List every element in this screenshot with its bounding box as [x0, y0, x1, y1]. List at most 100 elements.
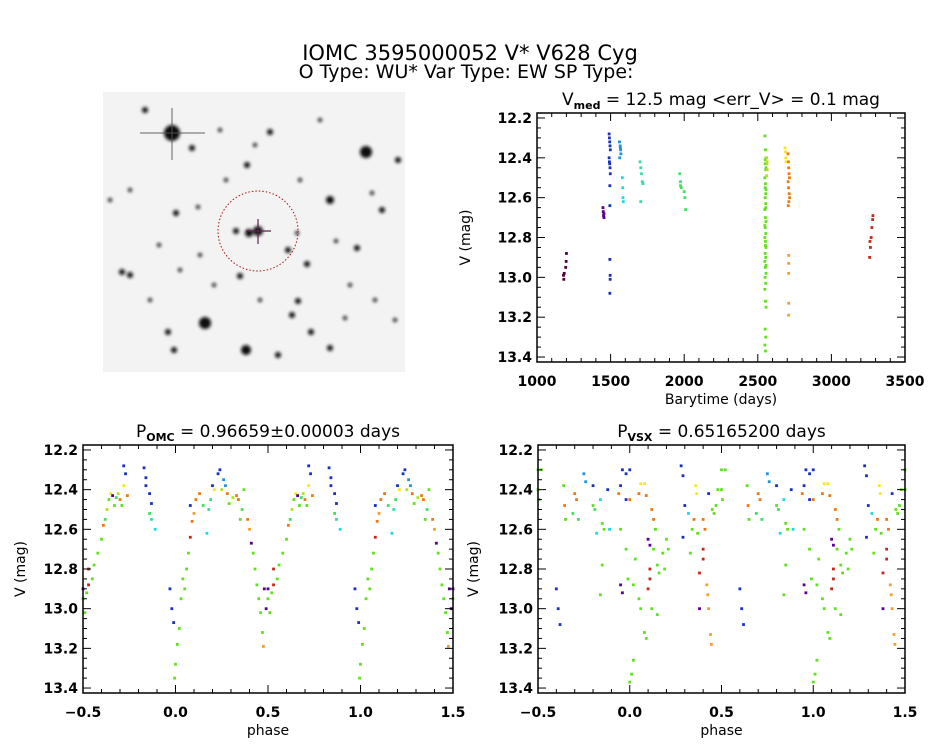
data-point: [366, 577, 370, 581]
data-point: [205, 531, 209, 535]
star: [233, 228, 239, 234]
data-point: [249, 541, 253, 545]
data-point: [764, 271, 768, 275]
y-tick-label: 13.0: [43, 602, 78, 618]
data-point: [787, 160, 790, 164]
data-point: [270, 591, 274, 595]
data-point: [618, 144, 622, 148]
data-point: [248, 527, 251, 531]
data-point: [763, 158, 767, 162]
data-point: [619, 484, 622, 488]
data-point: [681, 474, 685, 478]
star: [196, 205, 200, 209]
data-point: [190, 519, 194, 523]
data-point: [227, 502, 231, 505]
data-point: [111, 494, 114, 497]
data-point: [808, 498, 811, 501]
data-point: [720, 468, 723, 472]
data-point: [764, 216, 767, 219]
data-point: [207, 508, 211, 511]
data-point: [787, 172, 791, 176]
data-point: [877, 484, 881, 488]
data-point: [765, 162, 769, 166]
data-point: [556, 607, 560, 611]
data-point: [763, 196, 767, 200]
star: [212, 283, 216, 287]
data-point: [738, 587, 742, 591]
data-point: [707, 607, 711, 611]
data-point: [90, 577, 94, 581]
data-point: [359, 662, 362, 666]
data-point: [787, 166, 791, 170]
data-point: [682, 190, 686, 194]
data-point: [242, 488, 246, 492]
star: [165, 329, 171, 335]
data-point: [338, 527, 342, 531]
data-point: [648, 543, 652, 547]
data-point: [554, 587, 558, 591]
data-point: [355, 607, 359, 611]
y-tick-label: 13.0: [498, 602, 533, 618]
data-point: [362, 627, 366, 630]
data-point: [633, 557, 637, 561]
data-point: [222, 478, 225, 482]
data-point: [416, 496, 420, 499]
data-point: [333, 492, 336, 496]
data-point: [646, 587, 650, 591]
data-point: [663, 567, 667, 571]
data-point: [650, 607, 654, 611]
y-tick-label: 13.2: [43, 641, 78, 657]
y-tick-label: 13.4: [497, 350, 532, 366]
data-point: [644, 494, 648, 497]
star: [189, 145, 195, 151]
data-point: [436, 551, 440, 555]
data-point: [889, 593, 893, 597]
data-point: [118, 498, 122, 501]
data-point: [600, 563, 604, 567]
data-point: [608, 136, 611, 140]
data-point: [277, 563, 281, 567]
data-point: [175, 642, 179, 646]
data-point: [624, 547, 628, 551]
x-tick-label: 0.0: [617, 705, 642, 721]
data-point: [255, 583, 259, 587]
star: [108, 198, 112, 202]
data-point: [628, 468, 632, 472]
data-point: [787, 313, 791, 317]
data-point: [764, 349, 767, 353]
data-point: [815, 583, 819, 587]
data-point: [709, 633, 712, 636]
data-point: [826, 482, 830, 486]
data-point: [368, 587, 372, 591]
panel-title-rest: = 0.96659±0.00003 days: [175, 422, 401, 442]
data-point: [760, 518, 764, 521]
data-point: [872, 551, 876, 555]
star: [360, 146, 372, 158]
data-point: [654, 527, 657, 531]
data-point: [788, 176, 791, 180]
y-tick-label: 12.4: [498, 483, 533, 499]
data-point: [630, 672, 633, 676]
data-point: [802, 527, 806, 531]
data-point: [116, 492, 120, 496]
data-point: [268, 611, 272, 615]
data-point: [150, 518, 153, 521]
star: [173, 210, 179, 216]
data-point: [763, 343, 767, 347]
data-point: [898, 504, 901, 507]
y-tick-label: 12.2: [498, 443, 533, 459]
data-point: [868, 256, 872, 259]
data-point: [850, 547, 854, 551]
data-point: [740, 607, 744, 611]
data-point: [392, 508, 396, 511]
data-point: [648, 567, 652, 571]
data-point: [832, 543, 835, 547]
data-point: [120, 504, 124, 507]
data-point: [879, 531, 883, 535]
y-tick-label: 12.8: [497, 231, 532, 247]
data-point: [764, 335, 768, 339]
data-point: [866, 504, 870, 507]
panel-title-rest: = 0.65165200 days: [652, 422, 825, 442]
data-point: [871, 214, 875, 217]
data-point: [712, 512, 716, 515]
